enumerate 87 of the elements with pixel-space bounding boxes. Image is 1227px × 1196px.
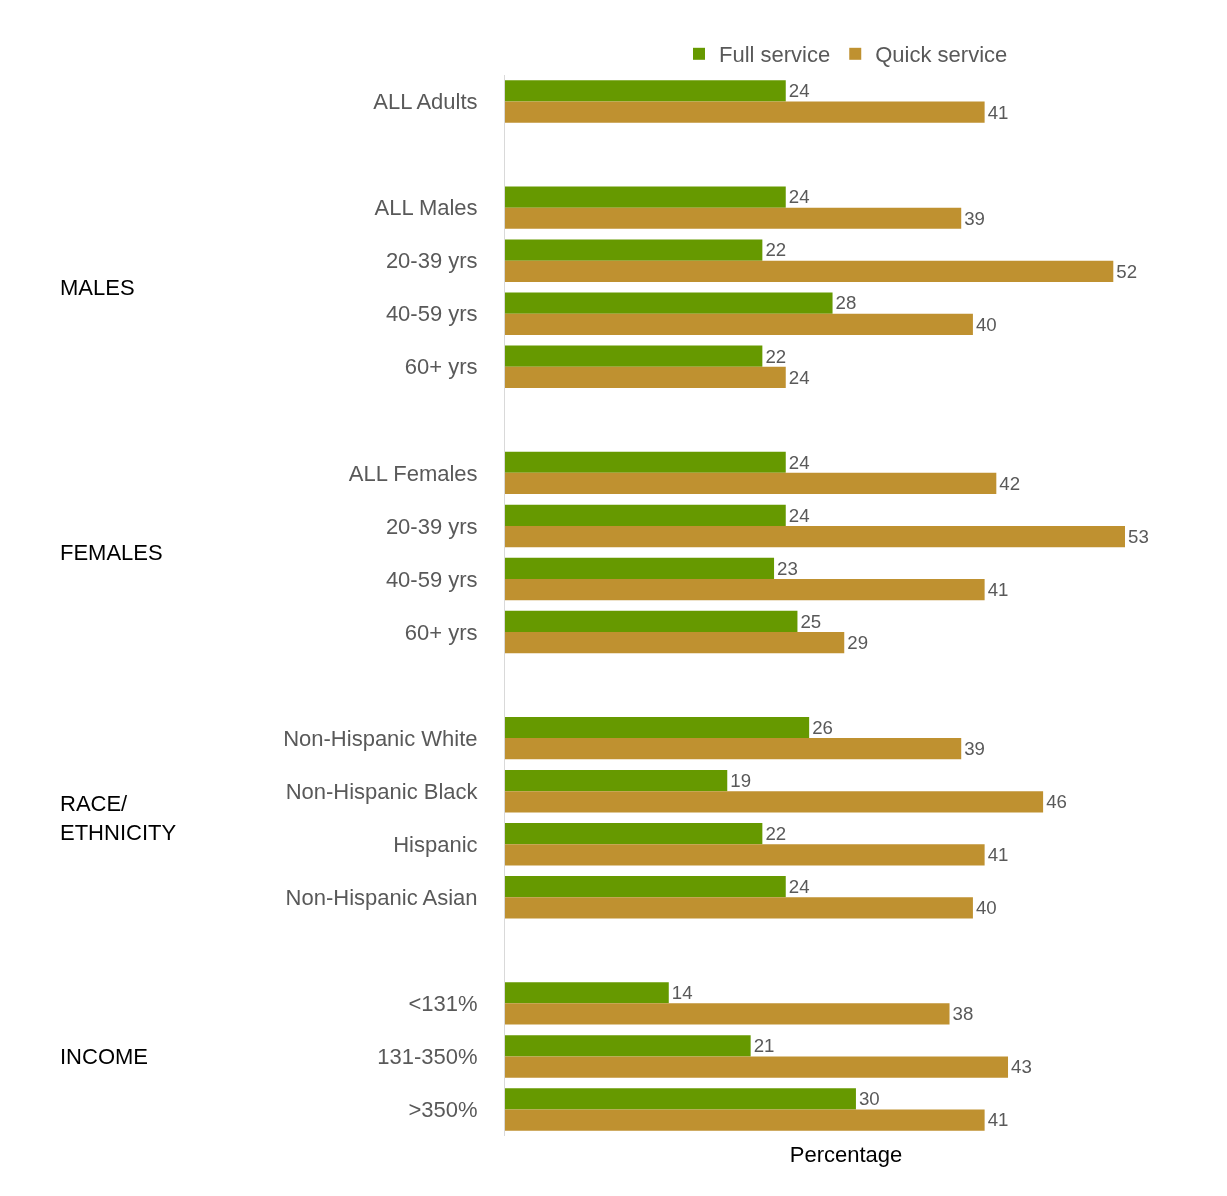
data-label: 24 [788,186,810,208]
y-tick-label: 40-59 yrs [385,566,478,592]
data-label: 24 [788,80,810,102]
bar [505,791,1044,813]
bar [505,1109,985,1131]
legend-label: Quick service [875,42,1008,68]
data-label: 41 [987,101,1009,123]
legend-label: Full service [719,42,831,68]
data-label: 25 [800,610,822,632]
data-label: 26 [812,716,833,738]
bar [505,610,798,633]
bar [505,451,786,473]
data-label: 14 [671,982,693,1004]
y-tick-label: Hispanic [393,831,478,857]
bar [505,366,786,388]
bar [505,1088,856,1110]
bar [505,207,962,229]
bar [505,186,786,208]
data-label: 41 [987,1109,1009,1131]
data-label: 28 [835,292,857,314]
data-label: 38 [952,1003,974,1025]
bar [505,557,775,579]
data-label: 52 [1116,260,1138,282]
bar [505,239,763,261]
data-label: 41 [987,578,1009,600]
bar [505,982,669,1004]
bar [505,876,786,898]
bar [505,897,973,919]
data-label: 39 [964,207,985,229]
bar [505,578,985,601]
data-label: 24 [788,876,810,898]
data-label: 30 [858,1088,880,1110]
data-label: 23 [777,557,798,579]
data-label: 22 [765,345,787,367]
bar [505,472,997,495]
y-tick-label: >350% [408,1097,478,1123]
data-label: 39 [964,738,985,760]
data-label: 24 [788,366,810,388]
bar [505,260,1114,282]
y-tick-label: Non-Hispanic White [283,725,478,751]
data-label: 41 [987,844,1009,866]
data-label: 22 [765,822,787,844]
bar [505,632,845,654]
bar [505,844,985,866]
y-tick-label: 60+ yrs [404,619,478,645]
text: MALES [60,275,135,300]
data-label: 29 [847,632,869,654]
data-label: 42 [999,472,1021,494]
y-tick-label: Non-Hispanic Asian [285,884,478,910]
bar [505,1003,950,1025]
bar [505,345,763,367]
text: RACE/ ETHNICITY [60,791,177,845]
bar [505,504,786,526]
text: INCOME [60,1044,148,1069]
bar [505,1035,751,1057]
data-label: 43 [1011,1056,1032,1078]
y-tick-label: ALL Adults [373,89,478,115]
data-label: 21 [753,1035,775,1057]
data-label: 24 [788,504,810,526]
data-label: 40 [975,897,997,919]
y-tick-label: <131% [408,991,478,1017]
y-tick-label: Non-Hispanic Black [285,778,479,804]
bar [505,738,962,760]
y-tick-label: ALL Females [348,460,478,486]
bar [505,313,973,335]
y-tick-label: 40-59 yrs [385,301,478,327]
y-tick-label: 60+ yrs [404,354,478,380]
y-tick-label: 131-350% [377,1044,478,1070]
x-axis-title: Percentage [789,1141,903,1167]
y-tick-label: 20-39 yrs [385,248,478,274]
bar [505,823,763,845]
y-tick-label: 20-39 yrs [385,513,478,539]
bar [505,525,1125,548]
data-label: 22 [765,239,787,261]
bar [505,769,728,792]
bar [505,80,786,102]
data-label: 24 [788,451,810,473]
data-label: 40 [975,313,997,335]
bar [505,716,810,739]
data-label: 53 [1128,525,1149,547]
text: FEMALES [60,540,163,565]
data-label: 46 [1046,791,1067,813]
bar [505,101,985,123]
bar [505,1056,1009,1078]
data-label: 19 [730,769,752,791]
bar [505,292,833,314]
y-tick-label: ALL Males [374,195,478,221]
